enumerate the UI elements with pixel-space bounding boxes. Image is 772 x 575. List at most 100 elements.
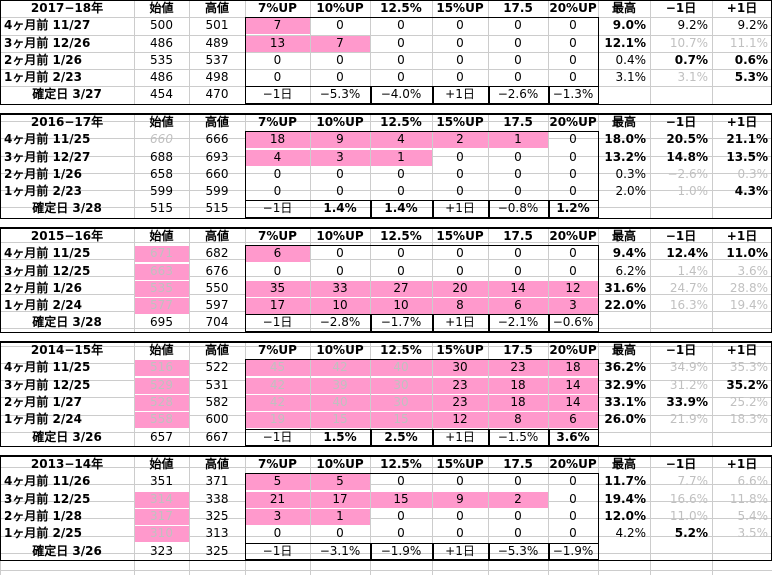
pct-count: 14 xyxy=(510,281,526,295)
column-header: +1日 xyxy=(726,457,758,471)
max-pct: 3.1% xyxy=(615,70,647,84)
high-value: 599 xyxy=(205,184,229,198)
row-label: 2ヶ月前 1/26 xyxy=(4,281,82,295)
pct-count: 0 xyxy=(569,36,577,50)
pct-count: 0 xyxy=(569,53,577,67)
max-pct: 0.4% xyxy=(615,53,647,67)
plus1-pct: 13.5% xyxy=(726,150,768,164)
pct-count: 19 xyxy=(269,412,286,426)
pct-count: 18 xyxy=(510,395,526,409)
pct-count: 0 xyxy=(456,70,464,84)
pct-count: 0 xyxy=(456,509,464,523)
pct-count: 30 xyxy=(393,395,409,409)
confirm-high: 667 xyxy=(205,430,229,444)
max-pct: 2.0% xyxy=(615,184,647,198)
pct-count: 0 xyxy=(336,526,344,540)
column-header: 7%UP xyxy=(258,229,297,243)
plus1-pct: 11.8% xyxy=(729,492,768,506)
pct-count: 0 xyxy=(456,167,464,181)
confirm-open: 323 xyxy=(150,544,173,558)
minus1-pct: 1.0% xyxy=(677,184,709,198)
open-value: 658 xyxy=(150,167,173,181)
pct-count: 15 xyxy=(393,492,409,506)
column-header: 20%UP xyxy=(549,1,597,15)
pct-count: 3 xyxy=(569,298,577,312)
pct-count: 0 xyxy=(514,70,522,84)
plus1-pct: 3.6% xyxy=(737,264,769,278)
confirm-value: −1.9% xyxy=(380,544,422,558)
pct-count: 30 xyxy=(452,360,468,374)
block-title: 2013−14年 xyxy=(30,457,104,471)
column-header: 10%UP xyxy=(316,457,364,471)
column-header: 高値 xyxy=(204,457,229,471)
plus1-pct: 35.2% xyxy=(726,378,768,392)
pct-count: 4 xyxy=(397,132,405,146)
pct-count: 0 xyxy=(514,167,522,181)
row-label: 2ヶ月前 1/27 xyxy=(4,395,82,409)
column-header: 始値 xyxy=(149,115,174,129)
pct-count: 42 xyxy=(332,360,348,374)
column-header: 7%UP xyxy=(258,1,297,15)
confirm-value: −5.3% xyxy=(497,544,539,558)
column-header: 始値 xyxy=(149,343,174,357)
row-label: 1ヶ月前 2/23 xyxy=(4,184,82,198)
high-value: 682 xyxy=(205,246,229,260)
confirm-value: +1日 xyxy=(445,87,475,101)
pct-count: 15 xyxy=(332,412,348,426)
plus1-pct: 3.5% xyxy=(737,526,769,540)
confirm-value: −1.5% xyxy=(497,430,539,444)
pct-count: 0 xyxy=(456,474,464,488)
confirm-value: −1日 xyxy=(262,315,293,329)
plus1-pct: 18.3% xyxy=(729,412,768,426)
pct-count: 7 xyxy=(273,18,282,32)
minus1-pct: 16.6% xyxy=(669,492,708,506)
pct-count: 6 xyxy=(273,246,282,260)
pct-count: 0 xyxy=(569,492,577,506)
minus1-pct: 33.9% xyxy=(666,395,708,409)
pct-count: 14 xyxy=(565,395,581,409)
minus1-pct: 16.3% xyxy=(669,298,708,312)
max-pct: 13.2% xyxy=(604,150,646,164)
pct-count: 9 xyxy=(456,492,464,506)
column-header: 始値 xyxy=(149,1,174,15)
confirm-value: −0.6% xyxy=(552,315,594,329)
row-label: 1ヶ月前 2/24 xyxy=(4,298,82,312)
confirm-value: −1日 xyxy=(262,544,293,558)
max-pct: 18.0% xyxy=(604,132,646,146)
high-value: 550 xyxy=(205,281,229,295)
pct-count: 10 xyxy=(332,298,348,312)
confirm-value: 3.6% xyxy=(556,430,590,444)
max-pct: 12.0% xyxy=(604,509,646,523)
pct-count: 9 xyxy=(336,132,344,146)
row-label: 3ヶ月前 12/25 xyxy=(4,378,91,392)
open-value: 663 xyxy=(150,264,173,278)
pct-count: 1 xyxy=(514,132,522,146)
column-header: 7%UP xyxy=(258,457,297,471)
pct-count: 0 xyxy=(569,150,577,164)
column-header: 20%UP xyxy=(549,115,597,129)
column-header: 15%UP xyxy=(436,229,484,243)
pct-count: 0 xyxy=(569,246,577,260)
pct-count: 10 xyxy=(393,298,409,312)
plus1-pct: 0.3% xyxy=(737,167,769,181)
pct-count: 0 xyxy=(273,526,282,540)
column-header: 12.5% xyxy=(380,343,422,357)
row-label: 4ヶ月前 11/26 xyxy=(4,474,91,488)
minus1-pct: 21.9% xyxy=(669,412,708,426)
confirm-value: −2.6% xyxy=(497,87,539,101)
max-pct: 12.1% xyxy=(604,36,646,50)
column-header: 10%UP xyxy=(316,343,364,357)
confirm-value: 1.2% xyxy=(556,201,590,215)
pct-count: 1 xyxy=(336,509,344,523)
open-value: 351 xyxy=(150,474,173,488)
pct-count: 0 xyxy=(397,264,405,278)
open-value: 558 xyxy=(150,412,173,426)
pct-count: 5 xyxy=(273,474,282,488)
column-header: 12.5% xyxy=(380,115,422,129)
pct-count: 0 xyxy=(514,36,522,50)
pct-count: 35 xyxy=(269,281,286,295)
confirm-value: −1.9% xyxy=(552,544,594,558)
pct-count: 42 xyxy=(269,378,286,392)
pct-count: 15 xyxy=(393,412,409,426)
